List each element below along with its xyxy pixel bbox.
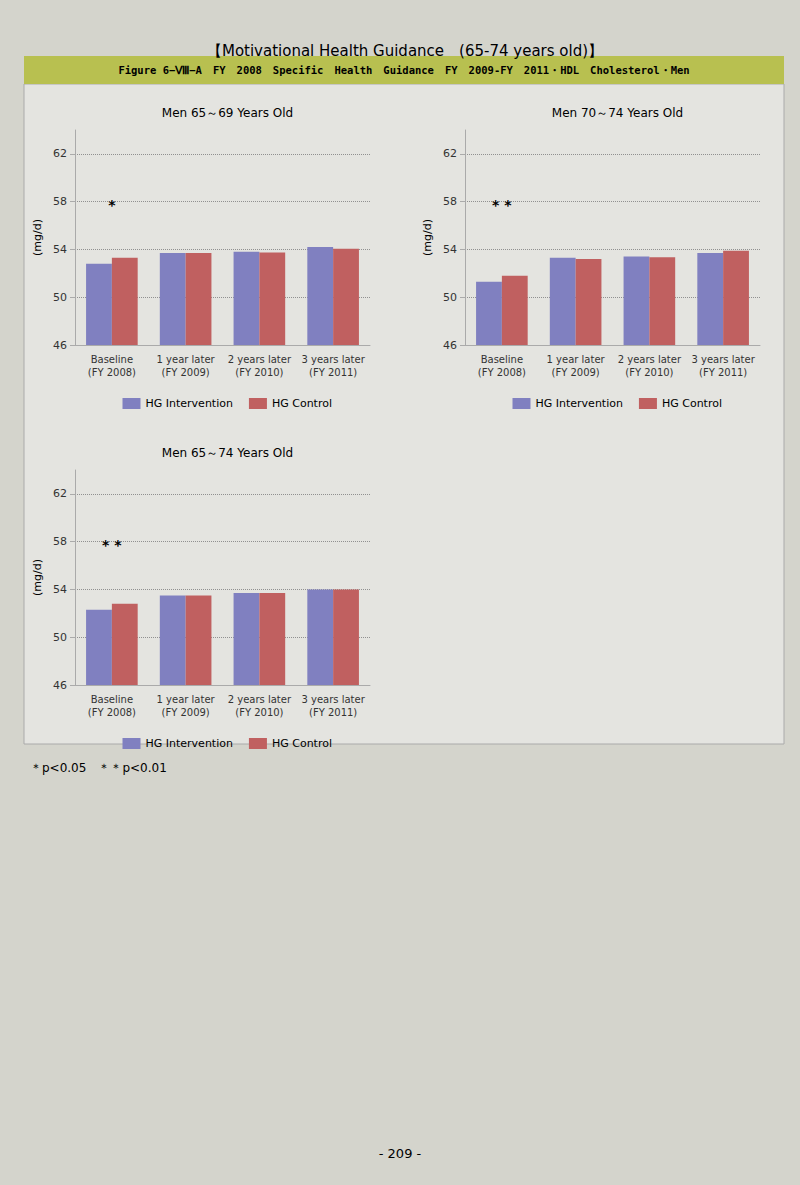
svg-text:50: 50 [53, 291, 67, 304]
svg-text:1 year later: 1 year later [157, 694, 216, 705]
svg-text:(FY 2008): (FY 2008) [88, 367, 136, 378]
svg-text:HG Intervention: HG Intervention [536, 397, 623, 410]
svg-text:58: 58 [53, 535, 67, 548]
svg-text:Figure 6−Ⅷ−A FY 2008 Specific: Figure 6−Ⅷ−A FY 2008 Specific Health Gui… [118, 64, 689, 76]
svg-text:54: 54 [443, 243, 457, 256]
svg-text:(FY 2008): (FY 2008) [478, 367, 526, 378]
svg-text:【Motivational Health Guidance: 【Motivational Health Guidance (65-74 yea… [207, 42, 603, 60]
svg-text:46: 46 [53, 339, 67, 352]
svg-text:(FY 2009): (FY 2009) [551, 367, 599, 378]
svg-text:*: * [108, 197, 116, 213]
svg-text:50: 50 [53, 631, 67, 644]
svg-text:2 years later: 2 years later [228, 694, 292, 705]
svg-text:(mg/d): (mg/d) [31, 219, 44, 256]
svg-text:58: 58 [53, 195, 67, 208]
svg-text:Baseline: Baseline [481, 354, 523, 365]
svg-text:(FY 2011): (FY 2011) [309, 367, 357, 378]
svg-text:2 years later: 2 years later [228, 354, 292, 365]
svg-text:(mg/d): (mg/d) [421, 219, 434, 256]
svg-text:(FY 2011): (FY 2011) [309, 707, 357, 718]
svg-text:(FY 2010): (FY 2010) [235, 367, 283, 378]
svg-text:HG Intervention: HG Intervention [146, 737, 233, 750]
svg-text:3 years later: 3 years later [301, 354, 365, 365]
svg-text:＊p<0.05 ＊＊p<0.01: ＊p<0.05 ＊＊p<0.01 [30, 761, 167, 775]
svg-text:54: 54 [53, 243, 67, 256]
svg-text:(FY 2009): (FY 2009) [161, 707, 209, 718]
svg-text:Baseline: Baseline [91, 354, 133, 365]
svg-text:1 year later: 1 year later [547, 354, 606, 365]
svg-text:HG Intervention: HG Intervention [146, 397, 233, 410]
svg-text:(FY 2010): (FY 2010) [625, 367, 673, 378]
svg-text:2 years later: 2 years later [618, 354, 682, 365]
svg-text:46: 46 [443, 339, 457, 352]
svg-text:62: 62 [53, 487, 67, 500]
svg-text:62: 62 [53, 147, 67, 160]
svg-text:(FY 2008): (FY 2008) [88, 707, 136, 718]
svg-text:(mg/d): (mg/d) [31, 559, 44, 596]
svg-text:Men 65～74 Years Old: Men 65～74 Years Old [162, 446, 293, 460]
svg-text:3 years later: 3 years later [691, 354, 755, 365]
svg-text:(FY 2011): (FY 2011) [699, 367, 747, 378]
svg-text:58: 58 [443, 195, 457, 208]
svg-text:* *: * * [492, 197, 512, 213]
svg-text:1 year later: 1 year later [157, 354, 216, 365]
svg-text:HG Control: HG Control [662, 397, 722, 410]
svg-text:Men 65～69 Years Old: Men 65～69 Years Old [162, 106, 293, 120]
svg-text:- 209 -: - 209 - [379, 1146, 422, 1161]
svg-text:Men 70～74 Years Old: Men 70～74 Years Old [552, 106, 683, 120]
svg-text:54: 54 [53, 583, 67, 596]
svg-text:(FY 2009): (FY 2009) [161, 367, 209, 378]
svg-text:* *: * * [102, 537, 122, 553]
svg-text:HG Control: HG Control [272, 737, 332, 750]
svg-text:3 years later: 3 years later [301, 694, 365, 705]
svg-text:HG Control: HG Control [272, 397, 332, 410]
svg-text:46: 46 [53, 679, 67, 692]
svg-text:50: 50 [443, 291, 457, 304]
svg-text:(FY 2010): (FY 2010) [235, 707, 283, 718]
svg-text:Baseline: Baseline [91, 694, 133, 705]
svg-text:62: 62 [443, 147, 457, 160]
